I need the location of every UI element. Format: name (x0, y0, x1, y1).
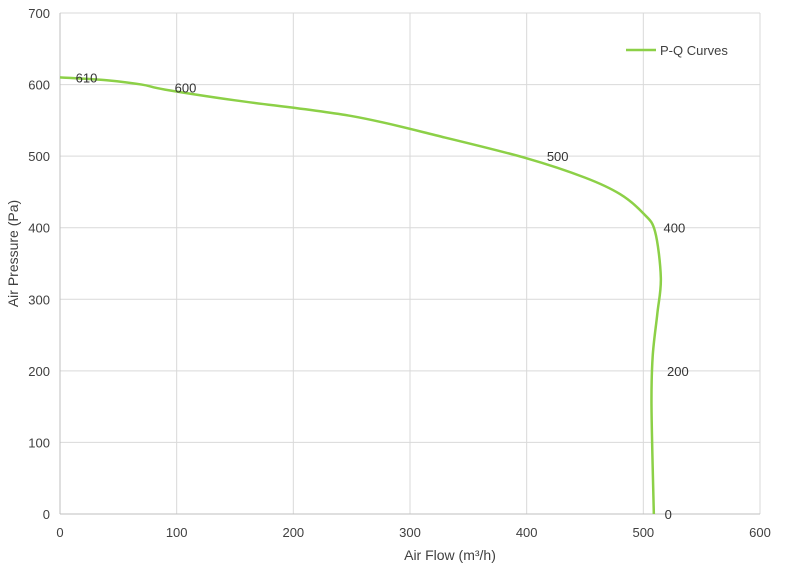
x-tick-label: 100 (166, 525, 188, 540)
y-tick-label: 200 (28, 364, 50, 379)
data-point-label: 200 (667, 364, 689, 379)
y-tick-label: 500 (28, 149, 50, 164)
point-labels: 610 600 500 400 200 0 (76, 70, 689, 522)
x-tick-label: 200 (282, 525, 304, 540)
legend: P-Q Curves (626, 43, 728, 58)
y-tick-label: 0 (43, 507, 50, 522)
data-point-label: 500 (547, 149, 569, 164)
data-point-label: 610 (76, 70, 98, 85)
y-tick-label: 300 (28, 292, 50, 307)
grid (59, 12, 761, 515)
axes: 0 100 200 300 400 500 600 0 100 200 300 400 500 600 70… (28, 6, 771, 540)
pq-curve-line (59, 76, 663, 515)
data-point-label: 600 (175, 80, 197, 95)
data-point-label: 400 (664, 221, 686, 236)
data-point-label: 0 (665, 507, 672, 522)
x-tick-label: 600 (749, 525, 771, 540)
x-tick-label: 0 (56, 525, 63, 540)
y-tick-label: 100 (28, 435, 50, 450)
x-tick-label: 500 (632, 525, 654, 540)
y-tick-label: 600 (28, 78, 50, 93)
x-axis-title: Air Flow (m³/h) (404, 547, 496, 563)
x-tick-label: 400 (516, 525, 538, 540)
legend-label: P-Q Curves (660, 43, 728, 58)
y-axis-title: Air Pressure (Pa) (5, 200, 21, 307)
x-tick-label: 300 (399, 525, 421, 540)
y-tick-label: 400 (28, 221, 50, 236)
series-layer (59, 76, 663, 515)
y-tick-label: 700 (28, 6, 50, 21)
